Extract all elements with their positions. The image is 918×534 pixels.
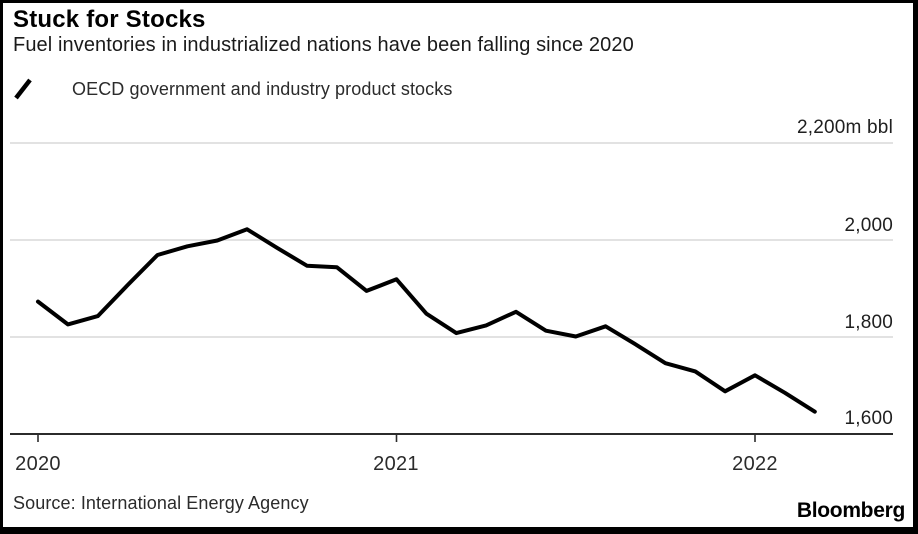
diagonal-line-icon: [14, 78, 32, 100]
y-axis-label-1800: 1,800: [844, 312, 893, 333]
x-axis-label-2022: 2022: [732, 453, 778, 475]
y-axis-label-2200: 2,200m bbl: [796, 117, 893, 138]
legend: OECD government and industry product sto…: [13, 77, 452, 101]
x-axis-label-2021: 2021: [373, 453, 419, 475]
chart-subtitle: Fuel inventories in industrialized natio…: [13, 34, 634, 56]
bloomberg-logo: Bloomberg: [796, 499, 905, 522]
y-axis-label-1600: 1,600: [844, 408, 893, 429]
legend-label: OECD government and industry product sto…: [72, 78, 453, 99]
chart-canvas: [10, 142, 893, 442]
x-axis-label-2020: 2020: [15, 453, 61, 475]
source-note: Source: International Energy Agency: [13, 493, 309, 513]
series-line: [36, 227, 817, 414]
y-axis-label-2000: 2,000: [844, 215, 893, 236]
chart-title: Stuck for Stocks: [13, 6, 206, 33]
